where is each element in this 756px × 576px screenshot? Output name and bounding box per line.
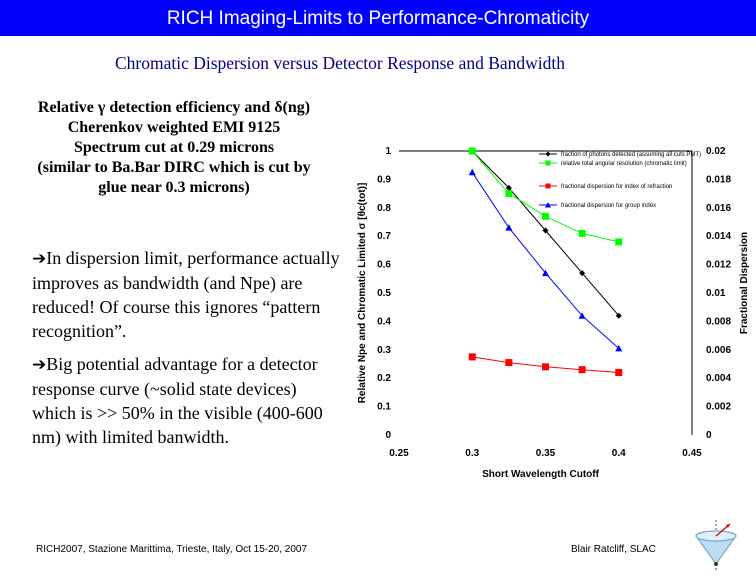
data-point [542, 363, 549, 371]
footer-conference: RICH2007, Stazione Marittima, Trieste, I… [36, 544, 308, 555]
chart-svg: 0 0.1 0.2 0.3 0.4 0.5 0.6 0.7 0.8 0.9 1 0 0.002 0.004… [357, 146, 750, 480]
arrow-bullet-icon: ➔ [32, 355, 47, 375]
x-tick-label: 0.25 [389, 448, 409, 459]
y-left-axis-title: Relative Npe and Chromatic Limited σ [θc… [357, 183, 368, 404]
data-point [578, 366, 586, 374]
bullet-dispersion-limit: ➔In dispersion limit, performance actual… [32, 246, 342, 343]
info-line-2: Cherenkov weighted EMI 9125 [67, 119, 281, 136]
y-right-axis-title: Fractional Dispersion [739, 232, 750, 334]
y-right-tick-label: 0.008 [706, 316, 731, 327]
y-right-tick-label: 0.014 [706, 231, 731, 242]
slac-cone-logo-icon [686, 516, 746, 574]
data-point [505, 190, 513, 198]
data-point [505, 224, 513, 231]
data-point [615, 344, 623, 352]
x-tick-label: 0.3 [465, 448, 479, 459]
legend-label: relative total angular resolution (chrom… [561, 161, 687, 167]
y-left-tick-label: 0.1 [377, 402, 391, 413]
data-point [542, 212, 549, 220]
chromatic-dispersion-chart: 0 0.1 0.2 0.3 0.4 0.5 0.6 0.7 0.8 0.9 1 0 0.002 0.004… [352, 128, 756, 490]
y-right-tick-label: 0.018 [706, 174, 731, 185]
info-line-5: glue near 0.3 microns) [98, 179, 250, 196]
data-point [542, 269, 549, 277]
y-right-tick-label: 0.01 [706, 288, 726, 299]
legend-marker [545, 183, 551, 189]
series-line-3 [471, 172, 620, 349]
y-right-tick-label: 0.016 [706, 203, 731, 214]
legend-marker [545, 202, 551, 208]
y-left-tick-label: 0.5 [377, 288, 391, 299]
info-line-3: Spectrum cut at 0.29 microns [73, 139, 275, 156]
arrow-bullet-icon: ➔ [32, 249, 47, 269]
y-left-tick-label: 0.7 [377, 231, 391, 242]
data-point [578, 312, 586, 319]
data-point [505, 184, 512, 191]
data-point [468, 168, 476, 176]
slide-subtitle: Chromatic Dispersion versus Detector Res… [114, 53, 566, 73]
data-point [615, 369, 623, 377]
y-right-tick-label: 0.006 [706, 345, 731, 356]
data-point [542, 227, 549, 234]
info-line-1: Relative γ detection efficiency and δ(ng… [37, 99, 311, 116]
legend-label: fractional dispersion for index of refra… [561, 184, 672, 190]
bullet-text: Big potential advantage for a detector r… [32, 354, 323, 447]
legend-marker [545, 151, 551, 157]
y-left-tick-label: 0.3 [377, 345, 391, 356]
data-point [579, 270, 586, 277]
x-tick-label: 0.45 [682, 448, 702, 459]
y-right-tick-label: 0 [706, 430, 712, 441]
detector-info: Relative γ detection efficiency and δ(ng… [14, 98, 334, 198]
data-point [468, 353, 476, 361]
x-tick-label: 0.35 [536, 448, 556, 459]
y-right-tick-label: 0.02 [706, 146, 726, 157]
y-left-tick-label: 0.4 [377, 316, 391, 327]
slide-title-bar: RICH Imaging-Limits to Performance-Chrom… [0, 0, 756, 36]
y-left-tick-label: 0.9 [377, 174, 391, 185]
y-left-tick-label: 0 [385, 430, 391, 441]
y-left-tick-label: 1 [385, 146, 391, 157]
footer-author: Blair Ratcliff, SLAC [571, 544, 656, 555]
bullet-detector-response: ➔Big potential advantage for a detector … [32, 352, 342, 449]
legend-label: fraction of photons detected (assuming a… [561, 152, 701, 158]
data-point [615, 238, 623, 246]
x-axis-title: Short Wavelength Cutoff [482, 469, 600, 480]
y-left-tick-label: 0.2 [377, 373, 391, 384]
y-right-tick-label: 0.004 [706, 373, 731, 384]
legend-marker [545, 160, 551, 166]
data-point [615, 312, 622, 319]
y-right-tick-label: 0.012 [706, 260, 731, 271]
x-tick-label: 0.4 [612, 448, 626, 459]
y-left-tick-label: 0.6 [377, 260, 391, 271]
info-line-4: (similar to Ba.Bar DIRC which is cut by [37, 159, 311, 176]
y-right-tick-label: 0.002 [706, 402, 731, 413]
data-point [505, 359, 513, 367]
y-left-tick-label: 0.8 [377, 203, 391, 214]
data-point [578, 229, 586, 237]
slide-title: RICH Imaging-Limits to Performance-Chrom… [166, 8, 590, 29]
data-point [468, 147, 476, 155]
legend-label: fractional dispersion for group index [561, 203, 656, 209]
bullet-text: In dispersion limit, performance actuall… [32, 248, 340, 341]
